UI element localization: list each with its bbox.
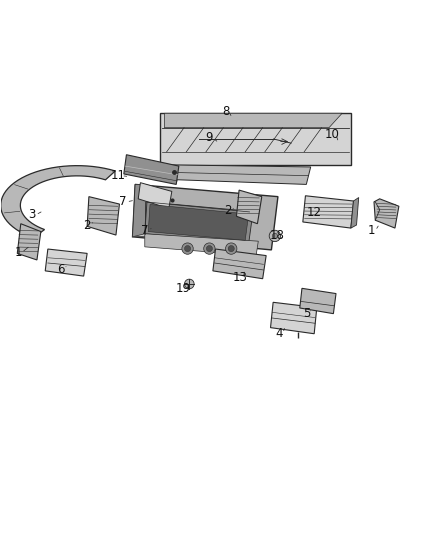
Polygon shape xyxy=(303,196,353,228)
Text: 3: 3 xyxy=(28,208,36,222)
Circle shape xyxy=(206,246,212,252)
Polygon shape xyxy=(133,184,147,237)
Circle shape xyxy=(272,233,278,239)
Circle shape xyxy=(184,246,191,252)
Circle shape xyxy=(269,230,281,241)
Polygon shape xyxy=(1,166,115,238)
Text: 8: 8 xyxy=(222,105,229,118)
Text: 6: 6 xyxy=(57,263,65,276)
Text: 1: 1 xyxy=(14,246,22,259)
Polygon shape xyxy=(138,183,172,208)
Text: 11: 11 xyxy=(110,169,125,182)
Text: 13: 13 xyxy=(233,271,247,284)
Polygon shape xyxy=(17,224,41,260)
Polygon shape xyxy=(160,113,351,165)
Polygon shape xyxy=(145,202,253,244)
Text: 7: 7 xyxy=(141,224,148,237)
Polygon shape xyxy=(271,302,317,334)
Polygon shape xyxy=(374,199,399,228)
Polygon shape xyxy=(161,165,311,184)
Text: 4: 4 xyxy=(276,327,283,340)
Polygon shape xyxy=(87,197,120,235)
Text: 5: 5 xyxy=(303,307,310,320)
Circle shape xyxy=(226,243,237,254)
Text: 9: 9 xyxy=(206,131,213,144)
Polygon shape xyxy=(133,221,174,237)
Text: 1: 1 xyxy=(368,224,375,237)
Circle shape xyxy=(204,243,215,254)
Polygon shape xyxy=(124,155,179,184)
Polygon shape xyxy=(213,249,266,279)
Polygon shape xyxy=(45,249,87,276)
Text: 2: 2 xyxy=(224,204,231,217)
Text: 12: 12 xyxy=(307,206,321,219)
Polygon shape xyxy=(237,190,262,224)
Circle shape xyxy=(184,279,194,289)
Polygon shape xyxy=(133,184,278,250)
Circle shape xyxy=(182,243,193,254)
Text: 19: 19 xyxy=(176,282,191,295)
Text: 18: 18 xyxy=(269,229,284,241)
Text: 2: 2 xyxy=(83,219,91,231)
Polygon shape xyxy=(145,234,258,256)
Polygon shape xyxy=(164,113,342,128)
Text: 7: 7 xyxy=(119,196,127,208)
Polygon shape xyxy=(351,198,359,228)
Circle shape xyxy=(228,246,234,252)
Polygon shape xyxy=(148,205,249,240)
Text: 10: 10 xyxy=(325,128,340,141)
Polygon shape xyxy=(300,288,336,313)
